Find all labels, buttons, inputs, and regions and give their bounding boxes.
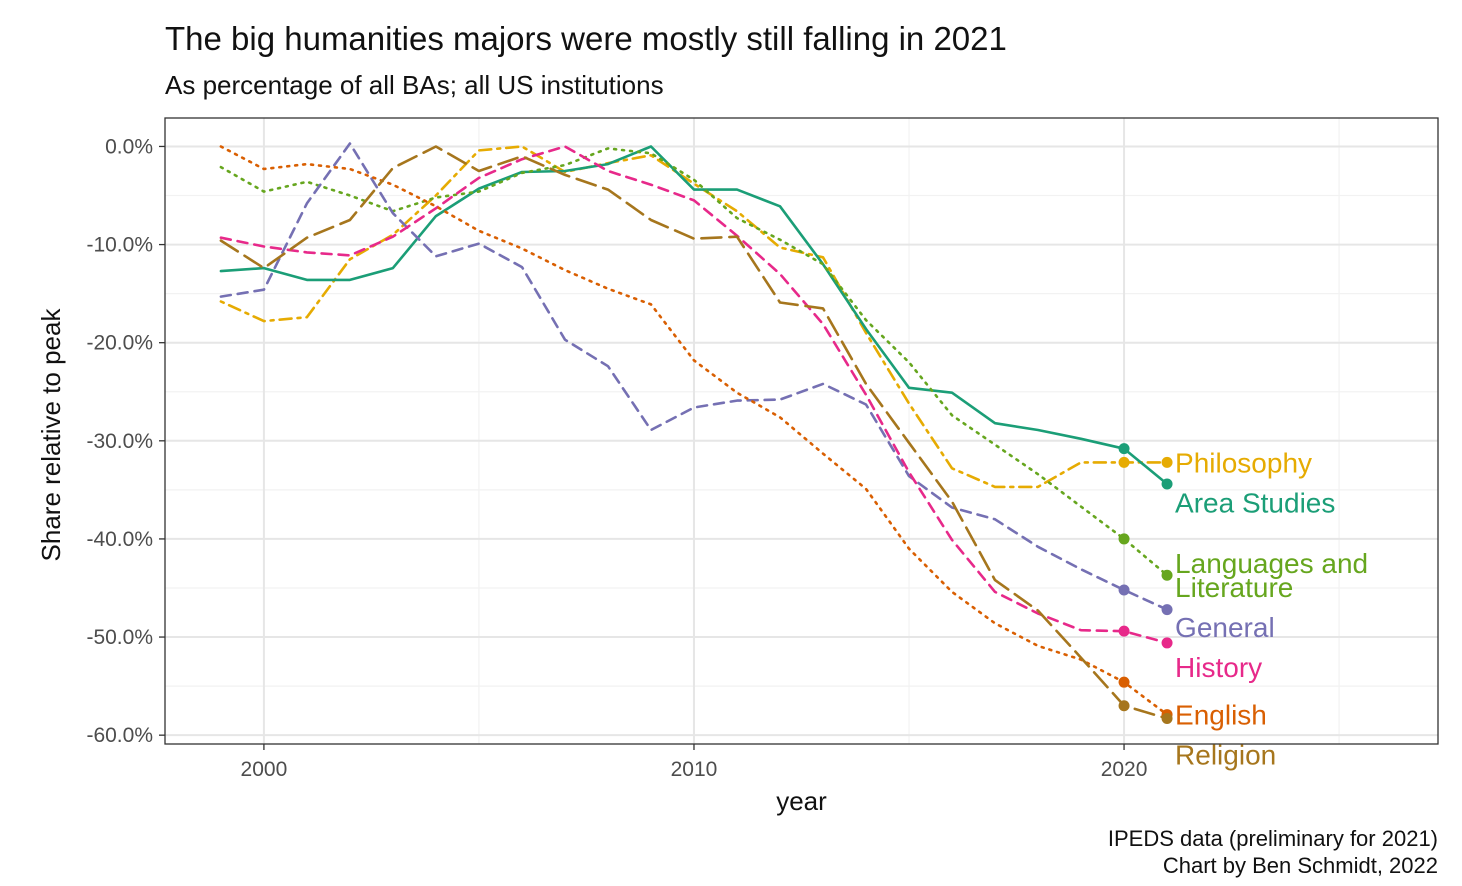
caption-source: IPEDS data (preliminary for 2021)	[1107, 826, 1438, 851]
series-point	[1118, 456, 1130, 468]
series-point	[1118, 533, 1130, 545]
series-label: General	[1175, 612, 1275, 643]
chart-subtitle: As percentage of all BAs; all US institu…	[165, 70, 664, 100]
series-point	[1118, 676, 1130, 688]
x-axis-label: year	[776, 786, 827, 816]
series-label: History	[1175, 652, 1262, 683]
x-tick-label: 2000	[241, 758, 288, 781]
caption-credit: Chart by Ben Schmidt, 2022	[1162, 853, 1438, 878]
series-point	[1161, 637, 1173, 649]
series-label: Area Studies	[1175, 487, 1335, 518]
series-line	[219, 142, 1169, 611]
series-line	[219, 145, 1169, 645]
y-tick-label: -20.0%	[86, 332, 153, 355]
series-line	[219, 147, 1169, 577]
y-tick-label: -50.0%	[86, 626, 153, 649]
series-lines	[219, 142, 1169, 720]
y-tick-label: 0.0%	[105, 135, 153, 158]
y-tick-label: -10.0%	[86, 234, 153, 257]
series-label: Languages and Literature	[1175, 548, 1368, 603]
minor-gridlines	[165, 118, 1438, 744]
series-point	[1161, 456, 1173, 468]
major-gridlines	[165, 118, 1438, 744]
chart-title: The big humanities majors were mostly st…	[165, 20, 1007, 57]
x-tick-label: 2010	[671, 758, 718, 781]
series-point	[1161, 569, 1173, 581]
series-endpoints	[1118, 443, 1173, 724]
series-point	[1118, 700, 1130, 712]
y-tick-label: -30.0%	[86, 430, 153, 453]
series-label: English	[1175, 700, 1267, 731]
series-point	[1118, 443, 1130, 455]
series-label: Religion	[1175, 740, 1276, 771]
series-point	[1161, 712, 1173, 724]
series-label: Philosophy	[1175, 447, 1312, 478]
series-line	[219, 145, 1169, 489]
series-point	[1161, 604, 1173, 616]
y-tick-label: -60.0%	[86, 724, 153, 747]
axes: 2000 2010 2020 0.0% -10.0% -20.0% -30.0% -40.0%…	[86, 135, 1147, 781]
y-tick-label: -40.0%	[86, 528, 153, 551]
series-line	[219, 145, 1169, 720]
plot-panel-border	[164, 117, 1439, 745]
series-line	[219, 145, 1169, 486]
series-labels: Philosophy Area Studies Languages and Liter…	[1175, 447, 1368, 770]
series-point	[1161, 478, 1173, 490]
x-tick-label: 2020	[1101, 758, 1148, 781]
series-point	[1118, 625, 1130, 637]
series-line	[219, 145, 1169, 716]
series-point	[1118, 584, 1130, 596]
y-axis-label: Share relative to peak	[36, 308, 66, 562]
